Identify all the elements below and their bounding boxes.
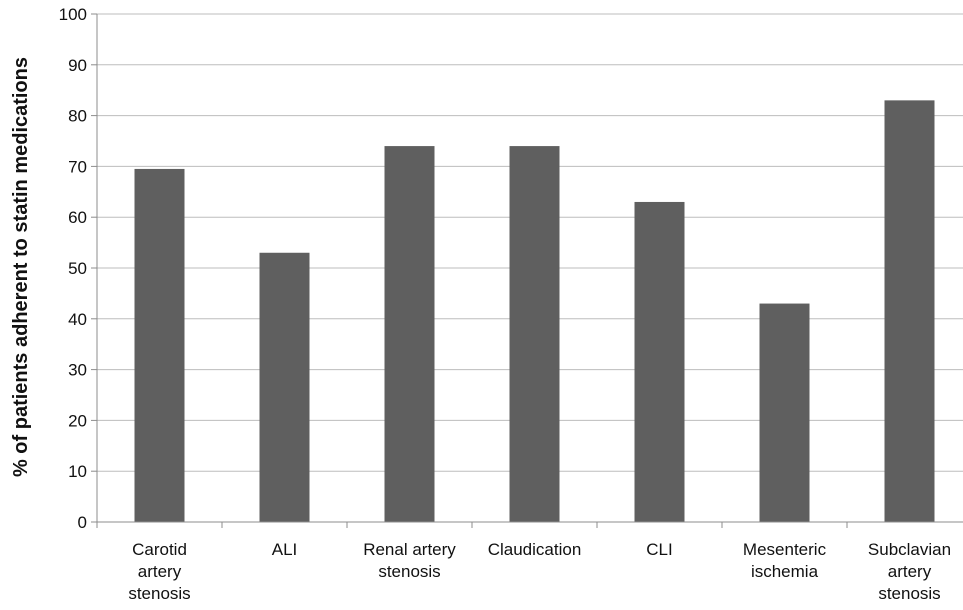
- x-tick-label: Mesenteric: [743, 540, 827, 559]
- y-axis-title: % of patients adherent to statin medicat…: [10, 57, 32, 477]
- bar: [634, 201, 685, 522]
- bar: [259, 252, 310, 522]
- axes: [91, 13, 963, 528]
- x-tick-label: ALI: [272, 540, 298, 559]
- y-tick-label: 40: [68, 310, 87, 329]
- x-tick-label: stenosis: [128, 584, 190, 603]
- x-tick-label: ischemia: [751, 562, 819, 581]
- y-tick-label: 90: [68, 56, 87, 75]
- y-tick-label: 30: [68, 361, 87, 380]
- bar: [384, 146, 435, 522]
- x-tick-labels: Carotid artery stenosis ALI Renal artery sten…: [128, 540, 951, 603]
- y-tick-label: 100: [59, 5, 87, 24]
- x-tick-label: CLI: [646, 540, 672, 559]
- x-tick-label: stenosis: [878, 584, 940, 603]
- y-tick-label: 50: [68, 259, 87, 278]
- bar: [134, 168, 185, 522]
- x-tick-label: Claudication: [488, 540, 582, 559]
- bar: [509, 146, 560, 522]
- x-tick-label: stenosis: [378, 562, 440, 581]
- x-tick-label: artery: [888, 562, 932, 581]
- bar: [759, 303, 810, 522]
- y-tick-labels: 0 10 20 30 40 50 60 70 80 90 100: [59, 5, 87, 532]
- y-tick-label: 70: [68, 157, 87, 176]
- y-tick-label: 80: [68, 107, 87, 126]
- x-tick-label: Carotid: [132, 540, 187, 559]
- y-tick-label: 60: [68, 208, 87, 227]
- y-tick-label: 0: [78, 513, 87, 532]
- x-tick-label: artery: [138, 562, 182, 581]
- y-tick-label: 10: [68, 462, 87, 481]
- bars: [134, 100, 935, 523]
- bar: [884, 100, 935, 523]
- y-tick-label: 20: [68, 411, 87, 430]
- x-tick-label: Subclavian: [868, 540, 951, 559]
- x-tick-label: Renal artery: [363, 540, 456, 559]
